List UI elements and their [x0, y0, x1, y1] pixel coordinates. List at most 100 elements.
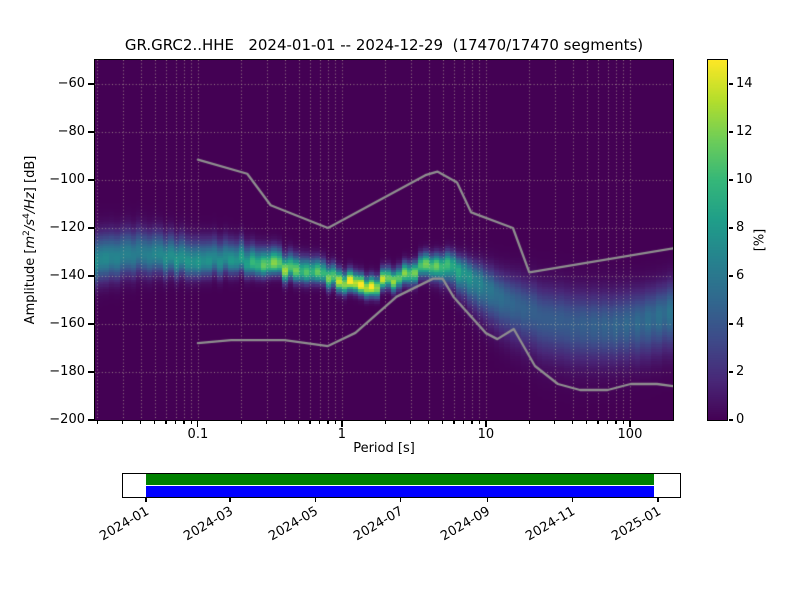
x-minor-tick [309, 420, 311, 424]
x-major-tick [341, 420, 343, 427]
x-minor-tick [586, 420, 588, 424]
timeline-tick-label: 2024-07 [351, 504, 407, 545]
colorbar-label: [%] [752, 228, 768, 252]
y-label-unit-m: m [23, 235, 39, 249]
colorbar-tick-label: 6 [736, 268, 745, 283]
timeline-coverage-bar-blue [146, 485, 654, 497]
x-minor-tick [463, 420, 465, 424]
y-tick-label: −60 [57, 76, 85, 91]
y-tick-label: −180 [49, 364, 85, 379]
x-tick-label: 10 [477, 427, 495, 442]
timeline-tick-label: 2025-01 [608, 504, 664, 545]
x-minor-tick [319, 420, 321, 424]
x-tick-label: 100 [617, 427, 643, 442]
y-major-tick [88, 323, 94, 325]
timeline-tick-label: 2024-11 [523, 504, 579, 545]
colorbar-tick-label: 10 [736, 172, 753, 187]
colorbar-tick [728, 131, 733, 133]
y-tick-label: −80 [57, 124, 85, 139]
x-minor-tick [240, 420, 242, 424]
timeline-tick-label: 2024-09 [438, 504, 493, 545]
y-tick-label: −120 [49, 220, 85, 235]
timeline-tick-label: 2024-03 [180, 504, 236, 545]
y-major-tick [88, 371, 94, 373]
y-label-unit-hz: /Hz [23, 192, 39, 214]
x-tick-label: 0.1 [187, 427, 209, 442]
colorbar-tick [728, 323, 733, 325]
x-minor-tick [554, 420, 556, 424]
colorbar-tick [728, 83, 733, 85]
ppsd-axes [94, 59, 674, 421]
x-minor-tick [615, 420, 617, 424]
x-minor-tick [190, 420, 192, 424]
timeline-tick [229, 498, 231, 502]
x-minor-tick [334, 420, 336, 424]
timeline-tick [145, 498, 147, 502]
x-minor-tick [622, 420, 624, 424]
x-minor-tick [428, 420, 430, 424]
y-major-tick [88, 275, 94, 277]
timeline-tick [486, 498, 488, 502]
timeline-tick [399, 498, 402, 502]
x-minor-tick [441, 420, 444, 424]
x-minor-tick [96, 420, 98, 424]
colorbar-tick [728, 275, 733, 277]
ppsd-heatmap-canvas [95, 60, 673, 420]
x-minor-tick [607, 420, 609, 424]
y-tick-label: −200 [49, 412, 85, 427]
x-minor-tick [266, 420, 268, 424]
x-minor-tick [139, 420, 142, 424]
x-axis-label: Period [s] [353, 441, 415, 456]
colorbar-tick [728, 419, 733, 421]
y-tick-label: −100 [49, 172, 85, 187]
timeline-tick-label: 2024-05 [266, 504, 321, 545]
y-major-tick [88, 179, 94, 181]
y-label-text: Amplitude [ [23, 248, 39, 325]
colorbar-gradient [708, 60, 727, 420]
y-tick-label: −140 [49, 268, 85, 283]
colorbar-tick [728, 371, 733, 373]
x-minor-tick [384, 420, 386, 424]
timeline-coverage-bar-green [146, 474, 654, 486]
x-minor-tick [410, 420, 412, 424]
timeline-tick-label: 2024-01 [96, 504, 152, 545]
x-minor-tick [453, 420, 455, 424]
x-minor-tick [297, 420, 300, 424]
y-label-exp-4: 4 [21, 213, 32, 219]
y-major-tick [88, 419, 94, 421]
y-major-tick [88, 131, 94, 133]
x-minor-tick [174, 420, 177, 424]
x-minor-tick [284, 420, 286, 424]
x-minor-tick [471, 420, 473, 424]
timeline-tick [657, 498, 659, 502]
colorbar-tick-label: 12 [736, 124, 753, 139]
x-major-tick [629, 420, 631, 427]
x-minor-tick [153, 420, 156, 424]
timeline-tick [314, 498, 316, 502]
x-minor-tick [478, 420, 480, 424]
x-minor-tick [528, 420, 530, 424]
plot-title: GR.GRC2..HHE 2024-01-01 -- 2024-12-29 (1… [124, 36, 644, 54]
y-major-tick [88, 227, 94, 229]
x-tick-label: 1 [337, 427, 347, 442]
colorbar-tick-label: 14 [736, 76, 753, 91]
x-minor-tick [121, 420, 124, 424]
x-major-tick [485, 420, 487, 427]
x-minor-tick [183, 420, 185, 424]
colorbar-tick [728, 179, 733, 181]
x-minor-tick [165, 420, 167, 424]
colorbar-tick-label: 2 [736, 364, 745, 379]
y-tick-label: −160 [49, 316, 85, 331]
colorbar-tick-label: 0 [736, 412, 745, 427]
x-minor-tick [572, 420, 574, 424]
colorbar [707, 59, 728, 421]
timeline-tick [572, 498, 574, 502]
colorbar-tick-label: 4 [736, 316, 745, 331]
colorbar-tick-label: 8 [736, 220, 745, 235]
colorbar-tick [728, 227, 733, 229]
x-minor-tick [327, 420, 329, 424]
y-major-tick [88, 83, 94, 85]
x-minor-tick [597, 420, 599, 424]
x-major-tick [197, 420, 199, 427]
